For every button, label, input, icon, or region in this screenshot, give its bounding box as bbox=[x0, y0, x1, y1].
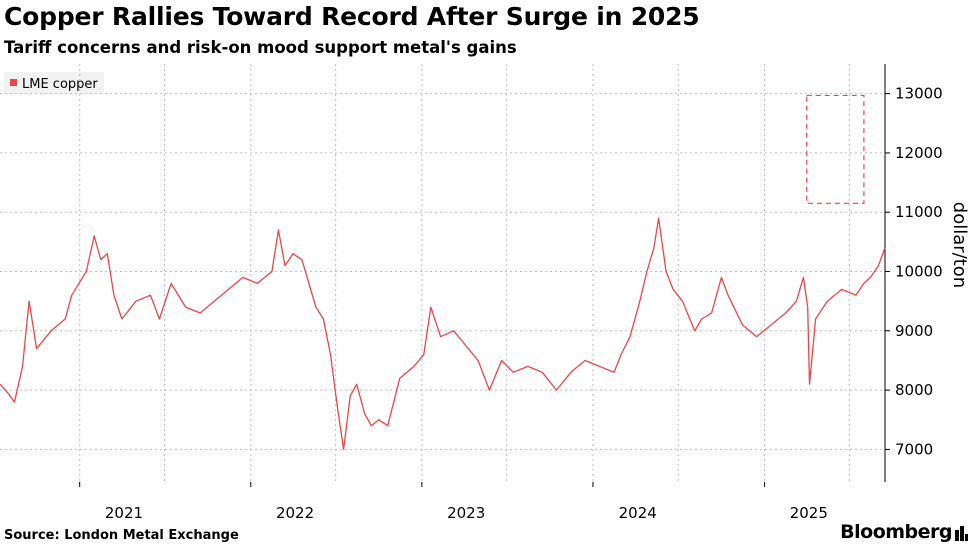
y-axis-ticks: 7000 8000 9000 10000 11000 12000 13000 bbox=[884, 64, 943, 482]
x-tick-label: 2022 bbox=[276, 504, 314, 522]
brand-logo: Bloomberg bbox=[840, 521, 952, 543]
y-axis-unit-label: dollar/ton bbox=[949, 202, 970, 288]
legend-box bbox=[4, 72, 104, 94]
grid bbox=[0, 64, 889, 482]
legend-swatch bbox=[10, 79, 17, 86]
source-note: Source: London Metal Exchange bbox=[4, 528, 239, 543]
x-axis-ticks: 2021 2022 2023 2024 2025 bbox=[79, 482, 828, 522]
y-tick-label: 10000 bbox=[895, 263, 943, 281]
y-tick-label: 13000 bbox=[895, 85, 943, 103]
chart-title: Copper Rallies Toward Record After Surge… bbox=[4, 2, 700, 31]
bloomberg-mark-icon bbox=[955, 526, 968, 541]
x-tick-label: 2021 bbox=[105, 504, 143, 522]
y-tick-label: 9000 bbox=[895, 322, 933, 340]
x-tick-label: 2024 bbox=[619, 504, 657, 522]
x-tick-label: 2025 bbox=[790, 504, 828, 522]
y-tick-label: 12000 bbox=[895, 144, 943, 162]
chart-subtitle: Tariff concerns and risk-on mood support… bbox=[4, 38, 517, 57]
y-tick-label: 11000 bbox=[895, 203, 943, 221]
y-tick-label: 8000 bbox=[895, 381, 933, 399]
x-tick-label: 2023 bbox=[447, 504, 485, 522]
series-line-lme-copper bbox=[0, 217, 886, 451]
y-tick-label: 7000 bbox=[895, 440, 933, 458]
highlight-box bbox=[806, 94, 865, 204]
legend-label: LME copper bbox=[22, 77, 98, 92]
